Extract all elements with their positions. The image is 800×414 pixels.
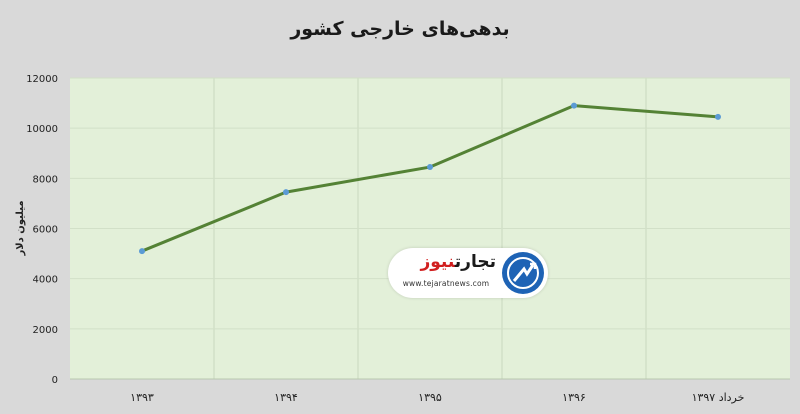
series-group bbox=[139, 102, 721, 255]
x-tick-label: ۱۳۹۴ bbox=[274, 391, 298, 404]
y-axis-label: میلیون دلار bbox=[15, 200, 26, 256]
x-axis-ticks: ۱۳۹۳ ۱۳۹۴ ۱۳۹۵ ۱۳۹۶ خرداد ۱۳۹۷ bbox=[130, 391, 744, 404]
x-tick-label: خرداد ۱۳۹۷ bbox=[692, 391, 745, 404]
x-tick-label: ۱۳۹۶ bbox=[562, 391, 586, 404]
x-tick-label: ۱۳۹۳ bbox=[130, 391, 154, 404]
watermark-logo: تجارتنیوز www.tejaratnews.com bbox=[388, 248, 548, 298]
y-tick-label: 6000 bbox=[33, 225, 58, 236]
data-point bbox=[427, 164, 433, 171]
watermark-url: www.tejaratnews.com bbox=[402, 279, 490, 288]
watermark-name-red: نیوز bbox=[420, 252, 455, 272]
data-point bbox=[283, 189, 289, 196]
globe-icon bbox=[502, 252, 544, 294]
x-tick-label: ۱۳۹۵ bbox=[418, 391, 442, 404]
y-tick-label: 8000 bbox=[33, 174, 58, 185]
y-tick-label: 12000 bbox=[26, 74, 58, 85]
watermark-name: تجارتنیوز bbox=[392, 252, 496, 272]
data-point bbox=[571, 102, 577, 109]
watermark-name-black: تجارت bbox=[454, 252, 496, 272]
y-tick-label: 4000 bbox=[33, 275, 58, 286]
data-point bbox=[715, 113, 721, 120]
y-axis-ticks: 0 2000 4000 6000 8000 10000 12000 bbox=[26, 74, 58, 386]
data-point bbox=[139, 248, 145, 255]
chart-title: بدهی‌های خارجی کشور bbox=[290, 18, 510, 40]
y-tick-label: 0 bbox=[52, 375, 58, 386]
y-tick-label: 10000 bbox=[26, 124, 58, 135]
y-tick-label: 2000 bbox=[33, 325, 58, 336]
